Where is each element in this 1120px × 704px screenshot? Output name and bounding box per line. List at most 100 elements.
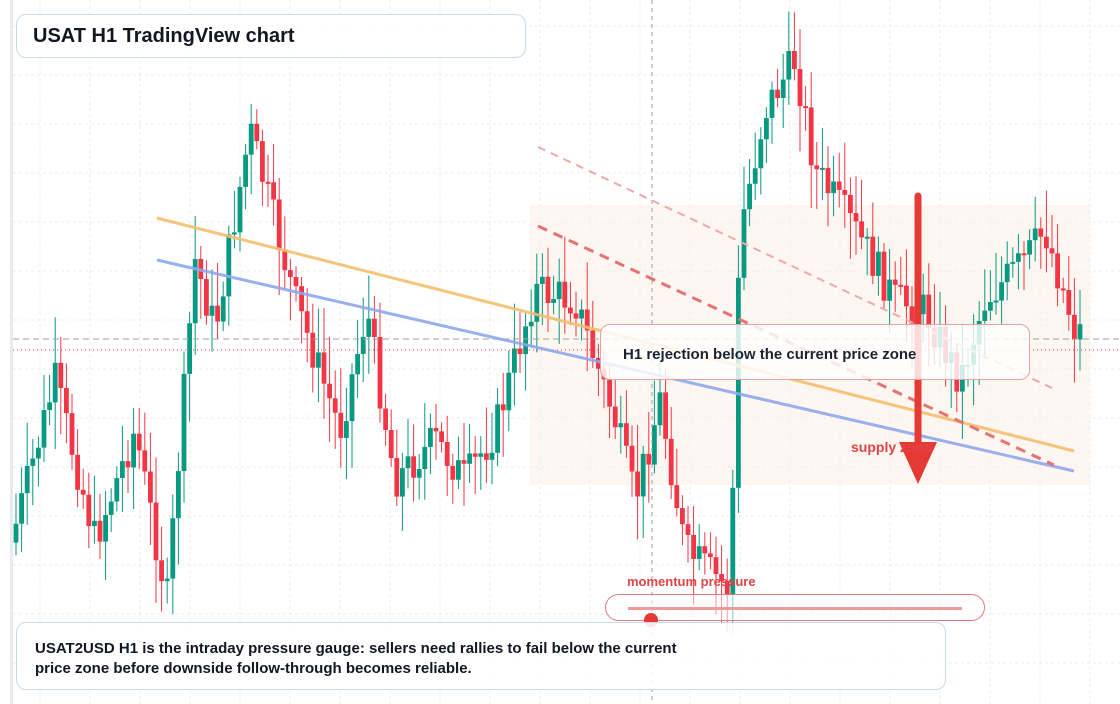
candle-bull [696,546,702,559]
candle-bull [36,447,41,459]
candle-bear [568,307,573,314]
candle-bear [260,141,265,182]
candle-bull [506,372,512,411]
candle-bear [825,167,831,194]
candle-bull [786,51,792,80]
candle-bear [1049,248,1055,254]
candle-bear [271,182,276,200]
candle-bull [366,318,372,337]
candle-bull [164,578,170,582]
candle-bull [920,294,926,315]
rejection-annotation: H1 rejection below the current price zon… [600,324,1030,380]
candle-bear [517,348,523,355]
candle-bull [495,404,500,453]
candle-bear [450,465,456,480]
candle-bull [523,326,528,355]
candle-bear [853,213,859,222]
candle-bear [338,412,344,438]
candle-bear [472,453,478,457]
candle-bear [461,460,467,464]
candle-bear [612,406,618,428]
candle-bear [444,442,450,466]
candle-bear [685,524,691,535]
candle-bull [831,181,836,194]
candle-bull [108,501,114,515]
candle-bear [327,383,332,399]
candle-bull [243,154,248,187]
candle-bull [652,425,657,465]
dashed-resistance-lower [537,224,1055,467]
candle-bull [864,236,870,239]
candle-bull [489,452,495,460]
candle-bear [808,107,814,166]
candle-bear [596,357,601,369]
candle-bull [30,458,36,466]
candle-bull [226,234,232,297]
candle-bear [484,453,489,460]
candle-bear [1055,253,1060,289]
chart-left-border [10,0,13,704]
candle-bull [1027,240,1032,255]
candle-bull [657,392,663,426]
candle-bull [355,353,360,375]
candle-bull [556,281,562,300]
page-title: USAT H1 TradingView chart [33,25,295,47]
candle-bull [248,123,254,155]
candle-bear [142,450,148,472]
candle-bear [321,352,327,384]
title-card: USAT H1 TradingView chart [16,14,526,58]
candle-bull [467,453,472,464]
candle-bull [349,374,355,422]
candle-bull [103,514,108,542]
candle-bear [1021,253,1027,256]
candle-bull [579,309,584,319]
rejection-text: H1 rejection below the current price zon… [623,346,917,363]
candle-bull [999,282,1004,301]
candle-bull [478,453,484,457]
candle-bull [534,283,540,322]
candle-bear [668,438,674,486]
candle-bear [97,520,103,542]
candle-bear [562,281,568,308]
candle-bull [400,468,405,497]
candle-bull [360,336,366,354]
candle-bull [120,461,125,479]
candle-bear [299,286,304,312]
momentum-gauge[interactable] [605,594,985,627]
candle-bear [1044,236,1049,249]
candle-bear [1066,289,1072,315]
candle-bear [204,279,209,316]
candle-bull [237,186,243,233]
candle-bull [416,469,422,478]
candle-bear [635,471,640,497]
candle-bear [1038,228,1044,237]
candle-bull [993,300,999,303]
candle-bear [836,181,842,190]
candle-bull [1010,261,1016,264]
candle-bull [1077,324,1083,340]
candle-bull [769,89,775,118]
caption-card: USAT2USD H1 is the intraday pressure gau… [16,622,946,690]
supply-zone-label: supply zone [851,439,932,455]
candle-bear [394,458,400,497]
candle-bull [19,493,24,524]
candle-bull [540,276,545,284]
candle-bull [41,410,47,448]
candle-bear [904,285,909,307]
candle-bull [176,471,181,519]
candle-bull [456,460,461,480]
candle-bear [803,106,808,109]
candle-bull [187,323,192,374]
candle-bear [125,461,131,468]
candle-bear [1072,314,1077,340]
candle-bear [75,454,80,490]
candle-bear [288,270,293,277]
candle-bear [775,89,780,98]
candle-bull [47,402,52,411]
candle-bull [887,279,892,301]
candle-bear [624,423,629,446]
candle-bull [405,456,411,469]
candle-bull [764,117,769,140]
candle-bear [58,362,64,389]
